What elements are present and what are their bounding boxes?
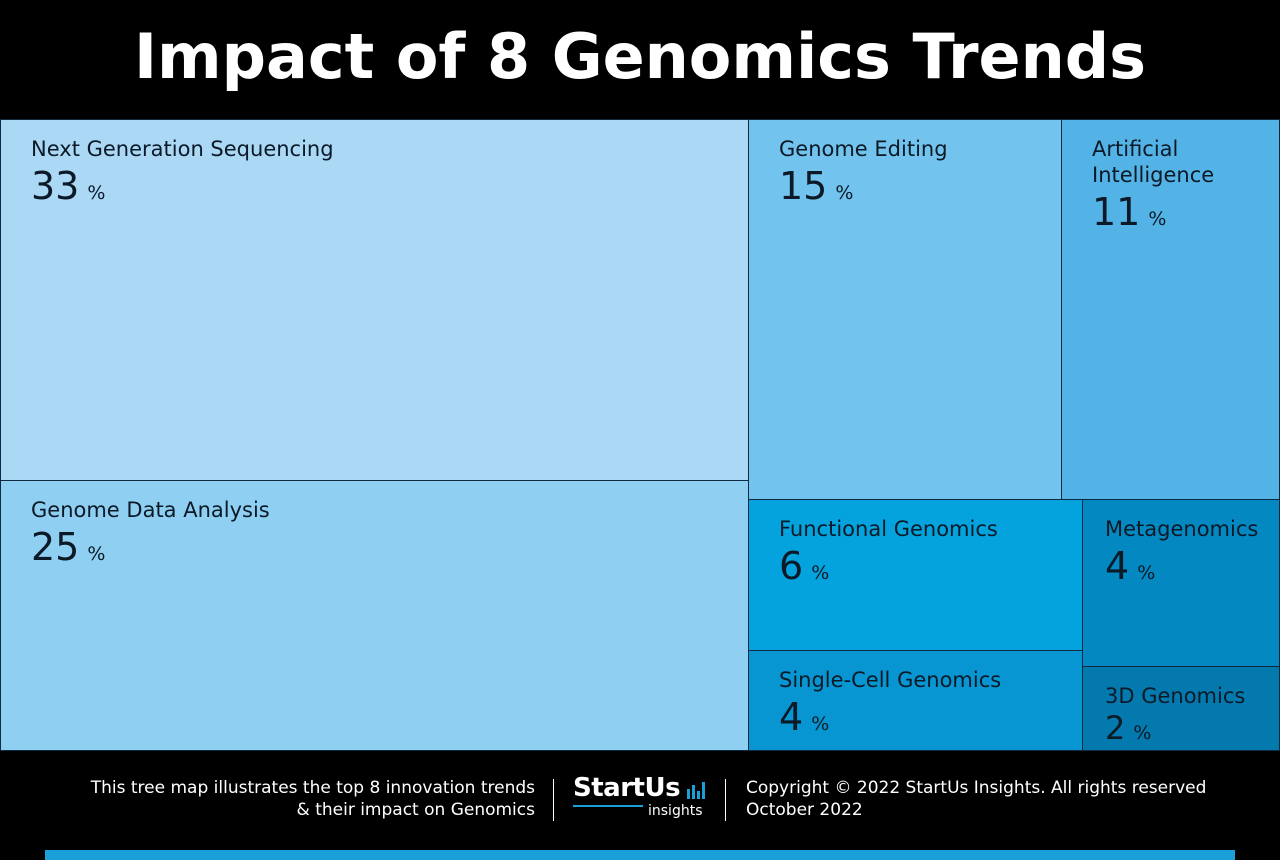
treemap-tile: 3D Genomics 2% [1082, 666, 1280, 751]
treemap-tile: Genome Editing 15% [748, 119, 1062, 500]
tile-value: 2% [1105, 709, 1151, 747]
tile-label: Next Generation Sequencing [31, 137, 334, 161]
tile-label: Genome Editing [779, 137, 948, 161]
tile-value: 33% [31, 164, 105, 208]
treemap-tile: Genome Data Analysis 25% [0, 480, 749, 751]
treemap-tile: Next Generation Sequencing 33% [0, 119, 749, 481]
treemap-tile: Metagenomics 4% [1082, 499, 1280, 667]
logo-wordmark: StartUs [573, 773, 681, 803]
tile-value: 6% [779, 544, 829, 588]
logo-subtitle: insights [648, 803, 703, 819]
footer: This tree map illustrates the top 8 inno… [0, 751, 1280, 860]
startus-logo: StartUs insights [573, 773, 713, 823]
treemap-tile: Functional Genomics 6% [748, 499, 1083, 651]
footer-divider-right [725, 779, 726, 821]
tile-value: 4% [1105, 544, 1155, 588]
tile-label: Functional Genomics [779, 517, 998, 541]
tile-value-unit: % [811, 562, 830, 584]
tile-value-unit: % [87, 543, 106, 565]
footer-description: This tree map illustrates the top 8 inno… [91, 777, 535, 821]
tile-value: 15% [779, 164, 853, 208]
tile-value-number: 11 [1092, 190, 1141, 234]
tile-value-unit: % [87, 182, 106, 204]
page-title: Impact of 8 Genomics Trends [133, 20, 1147, 93]
tile-label: Single-Cell Genomics [779, 668, 1002, 692]
tile-value-unit: % [1133, 722, 1152, 744]
tile-value-unit: % [1148, 208, 1167, 230]
tile-label: 3D Genomics [1105, 684, 1246, 708]
tile-value-number: 4 [779, 695, 804, 739]
tile-value-number: 2 [1105, 709, 1126, 747]
date-text: October 2022 [746, 800, 863, 820]
tile-value: 4% [779, 695, 829, 739]
footer-description-line2: & their impact on Genomics [296, 800, 535, 820]
tile-label: Artificial Intelligence [1092, 137, 1215, 187]
logo-underline [573, 805, 643, 807]
tile-label: Metagenomics [1105, 517, 1259, 541]
treemap-chart: Next Generation Sequencing 33% Genome Data… [0, 119, 1280, 751]
footer-copyright: Copyright © 2022 StartUs Insights. All r… [746, 777, 1206, 821]
header: Impact of 8 Genomics Trends [0, 0, 1280, 119]
copyright-text: Copyright © 2022 StartUs Insights. All r… [746, 778, 1207, 798]
tile-value-number: 33 [31, 164, 80, 208]
tile-value: 25% [31, 525, 105, 569]
footer-description-line1: This tree map illustrates the top 8 inno… [90, 778, 535, 798]
bar-chart-icon [687, 782, 705, 799]
tile-label: Genome Data Analysis [31, 498, 270, 522]
treemap-tile: Single-Cell Genomics 4% [748, 650, 1083, 751]
treemap-tile: Artificial Intelligence 11% [1061, 119, 1280, 500]
tile-value-number: 6 [779, 544, 804, 588]
tile-value: 11% [1092, 190, 1166, 234]
tile-value-unit: % [1137, 562, 1156, 584]
footer-accent-bar [45, 850, 1235, 860]
tile-value-unit: % [811, 713, 830, 735]
tile-value-number: 25 [31, 525, 80, 569]
tile-value-number: 15 [779, 164, 828, 208]
tile-value-number: 4 [1105, 544, 1130, 588]
tile-value-unit: % [835, 182, 854, 204]
footer-divider-left [553, 779, 554, 821]
